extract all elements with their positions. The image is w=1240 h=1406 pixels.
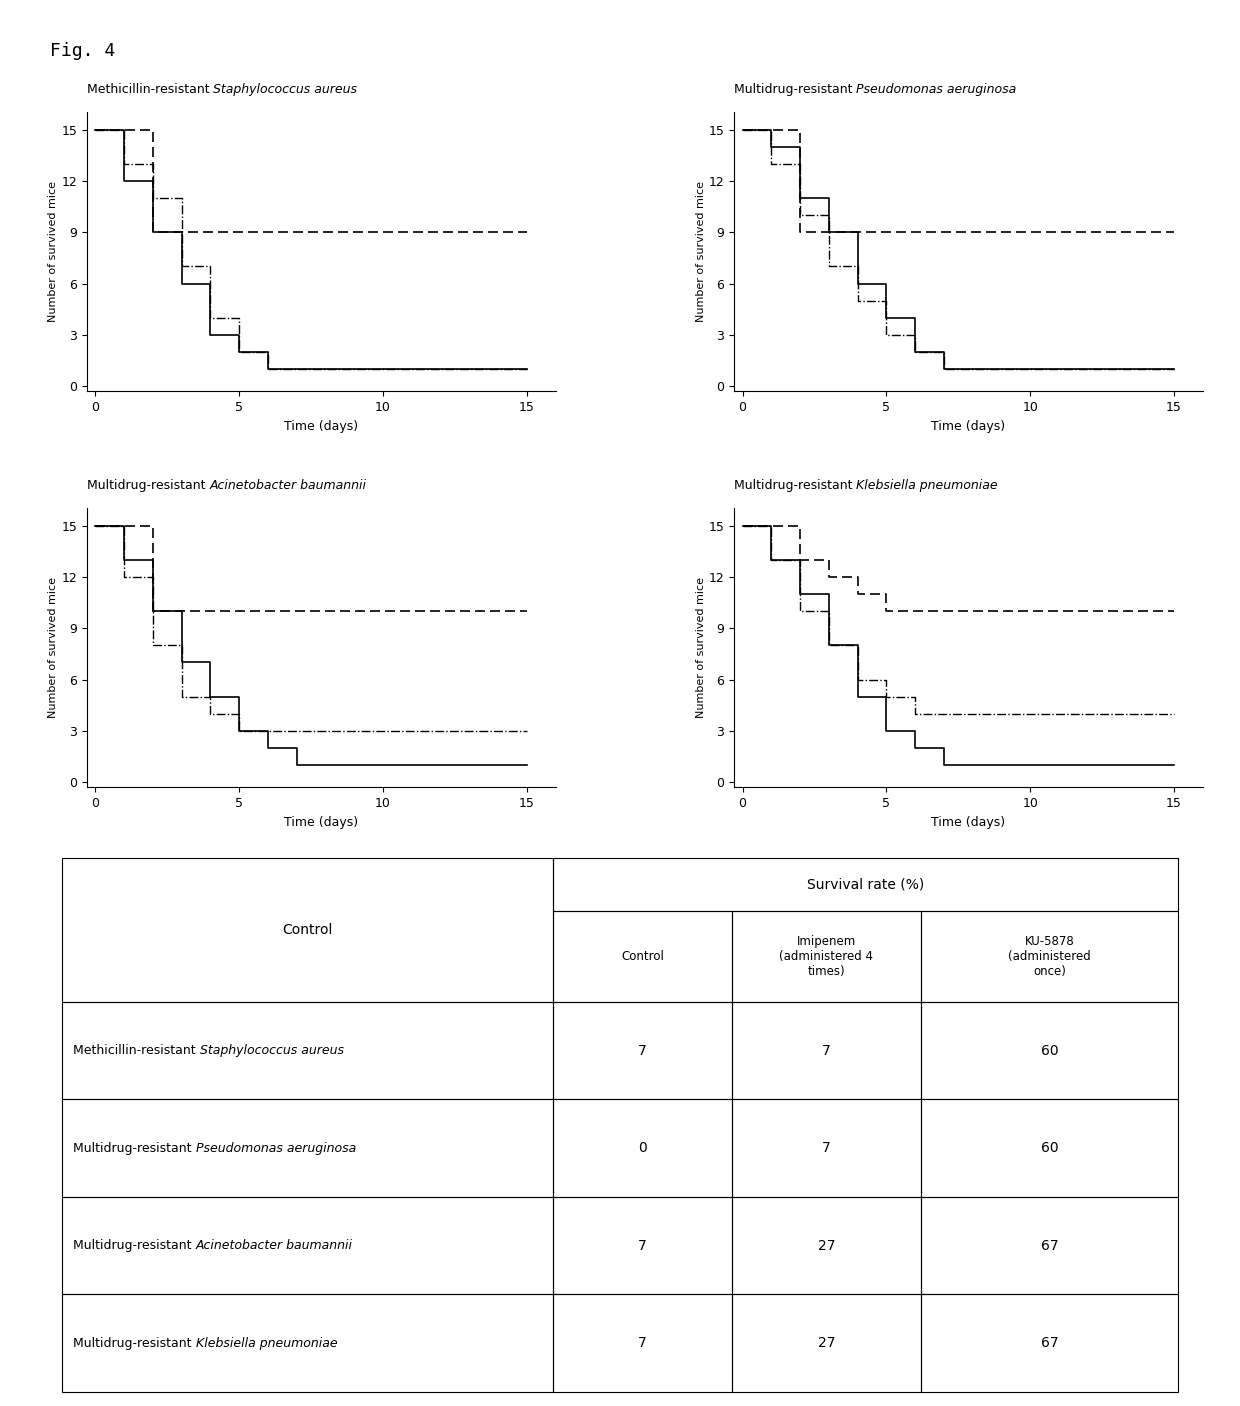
- Text: Methicillin-resistant: Methicillin-resistant: [87, 83, 213, 96]
- Text: Multidrug-resistant: Multidrug-resistant: [73, 1337, 196, 1350]
- Bar: [732, 1295, 921, 1392]
- Text: Multidrug-resistant: Multidrug-resistant: [73, 1239, 196, 1253]
- Text: 67: 67: [1040, 1239, 1059, 1253]
- Bar: [921, 1295, 1178, 1392]
- Text: Acinetobacter baumannii: Acinetobacter baumannii: [210, 478, 366, 492]
- Text: Klebsiella pneumoniae: Klebsiella pneumoniae: [196, 1337, 337, 1350]
- Bar: [62, 1002, 553, 1099]
- X-axis label: Time (days): Time (days): [931, 815, 1006, 828]
- Text: Multidrug-resistant: Multidrug-resistant: [734, 83, 857, 96]
- Text: 7: 7: [822, 1142, 831, 1156]
- Text: 67: 67: [1040, 1336, 1059, 1350]
- Text: Imipenem
(administered 4
times): Imipenem (administered 4 times): [780, 935, 873, 979]
- Bar: [732, 1099, 921, 1197]
- Text: Multidrug-resistant: Multidrug-resistant: [73, 1142, 196, 1154]
- Text: 60: 60: [1040, 1043, 1059, 1057]
- Text: 7: 7: [637, 1043, 647, 1057]
- Bar: [921, 1099, 1178, 1197]
- X-axis label: Time (days): Time (days): [284, 419, 358, 433]
- Bar: [553, 1099, 732, 1197]
- Text: Staphylococcus aureus: Staphylococcus aureus: [200, 1045, 343, 1057]
- Bar: [553, 1002, 732, 1099]
- Text: Multidrug-resistant: Multidrug-resistant: [734, 478, 857, 492]
- Bar: [732, 1002, 921, 1099]
- Text: Staphylococcus aureus: Staphylococcus aureus: [213, 83, 357, 96]
- Text: Pseudomonas aeruginosa: Pseudomonas aeruginosa: [196, 1142, 356, 1154]
- Y-axis label: Number of survived mice: Number of survived mice: [48, 578, 58, 718]
- Text: 7: 7: [637, 1239, 647, 1253]
- Y-axis label: Number of survived mice: Number of survived mice: [48, 181, 58, 322]
- Text: 60: 60: [1040, 1142, 1059, 1156]
- Text: Klebsiella pneumoniae: Klebsiella pneumoniae: [857, 478, 998, 492]
- Text: Acinetobacter baumannii: Acinetobacter baumannii: [196, 1239, 352, 1253]
- Bar: [921, 911, 1178, 1002]
- Bar: [921, 1197, 1178, 1295]
- Text: 7: 7: [637, 1336, 647, 1350]
- Text: 7: 7: [822, 1043, 831, 1057]
- Text: Control: Control: [283, 922, 332, 936]
- Bar: [921, 1002, 1178, 1099]
- Y-axis label: Number of survived mice: Number of survived mice: [696, 181, 706, 322]
- Bar: [732, 1197, 921, 1295]
- X-axis label: Time (days): Time (days): [931, 419, 1006, 433]
- Bar: [62, 1295, 553, 1392]
- Bar: [62, 1197, 553, 1295]
- Bar: [732, 911, 921, 1002]
- Text: Multidrug-resistant: Multidrug-resistant: [87, 478, 210, 492]
- X-axis label: Time (days): Time (days): [284, 815, 358, 828]
- Y-axis label: Number of survived mice: Number of survived mice: [696, 578, 706, 718]
- Text: Methicillin-resistant: Methicillin-resistant: [73, 1045, 200, 1057]
- Text: 27: 27: [817, 1336, 836, 1350]
- Bar: [553, 1197, 732, 1295]
- Text: Survival rate (%): Survival rate (%): [807, 877, 924, 891]
- Bar: [553, 858, 1178, 911]
- Text: Fig. 4: Fig. 4: [50, 42, 115, 60]
- Text: KU-5878
(administered
once): KU-5878 (administered once): [1008, 935, 1091, 979]
- Bar: [553, 911, 732, 1002]
- Text: Pseudomonas aeruginosa: Pseudomonas aeruginosa: [857, 83, 1017, 96]
- Bar: [553, 1295, 732, 1392]
- Text: Control: Control: [621, 950, 663, 963]
- Text: 0: 0: [637, 1142, 647, 1156]
- Bar: [62, 858, 553, 1002]
- Text: 27: 27: [817, 1239, 836, 1253]
- Bar: [62, 1099, 553, 1197]
